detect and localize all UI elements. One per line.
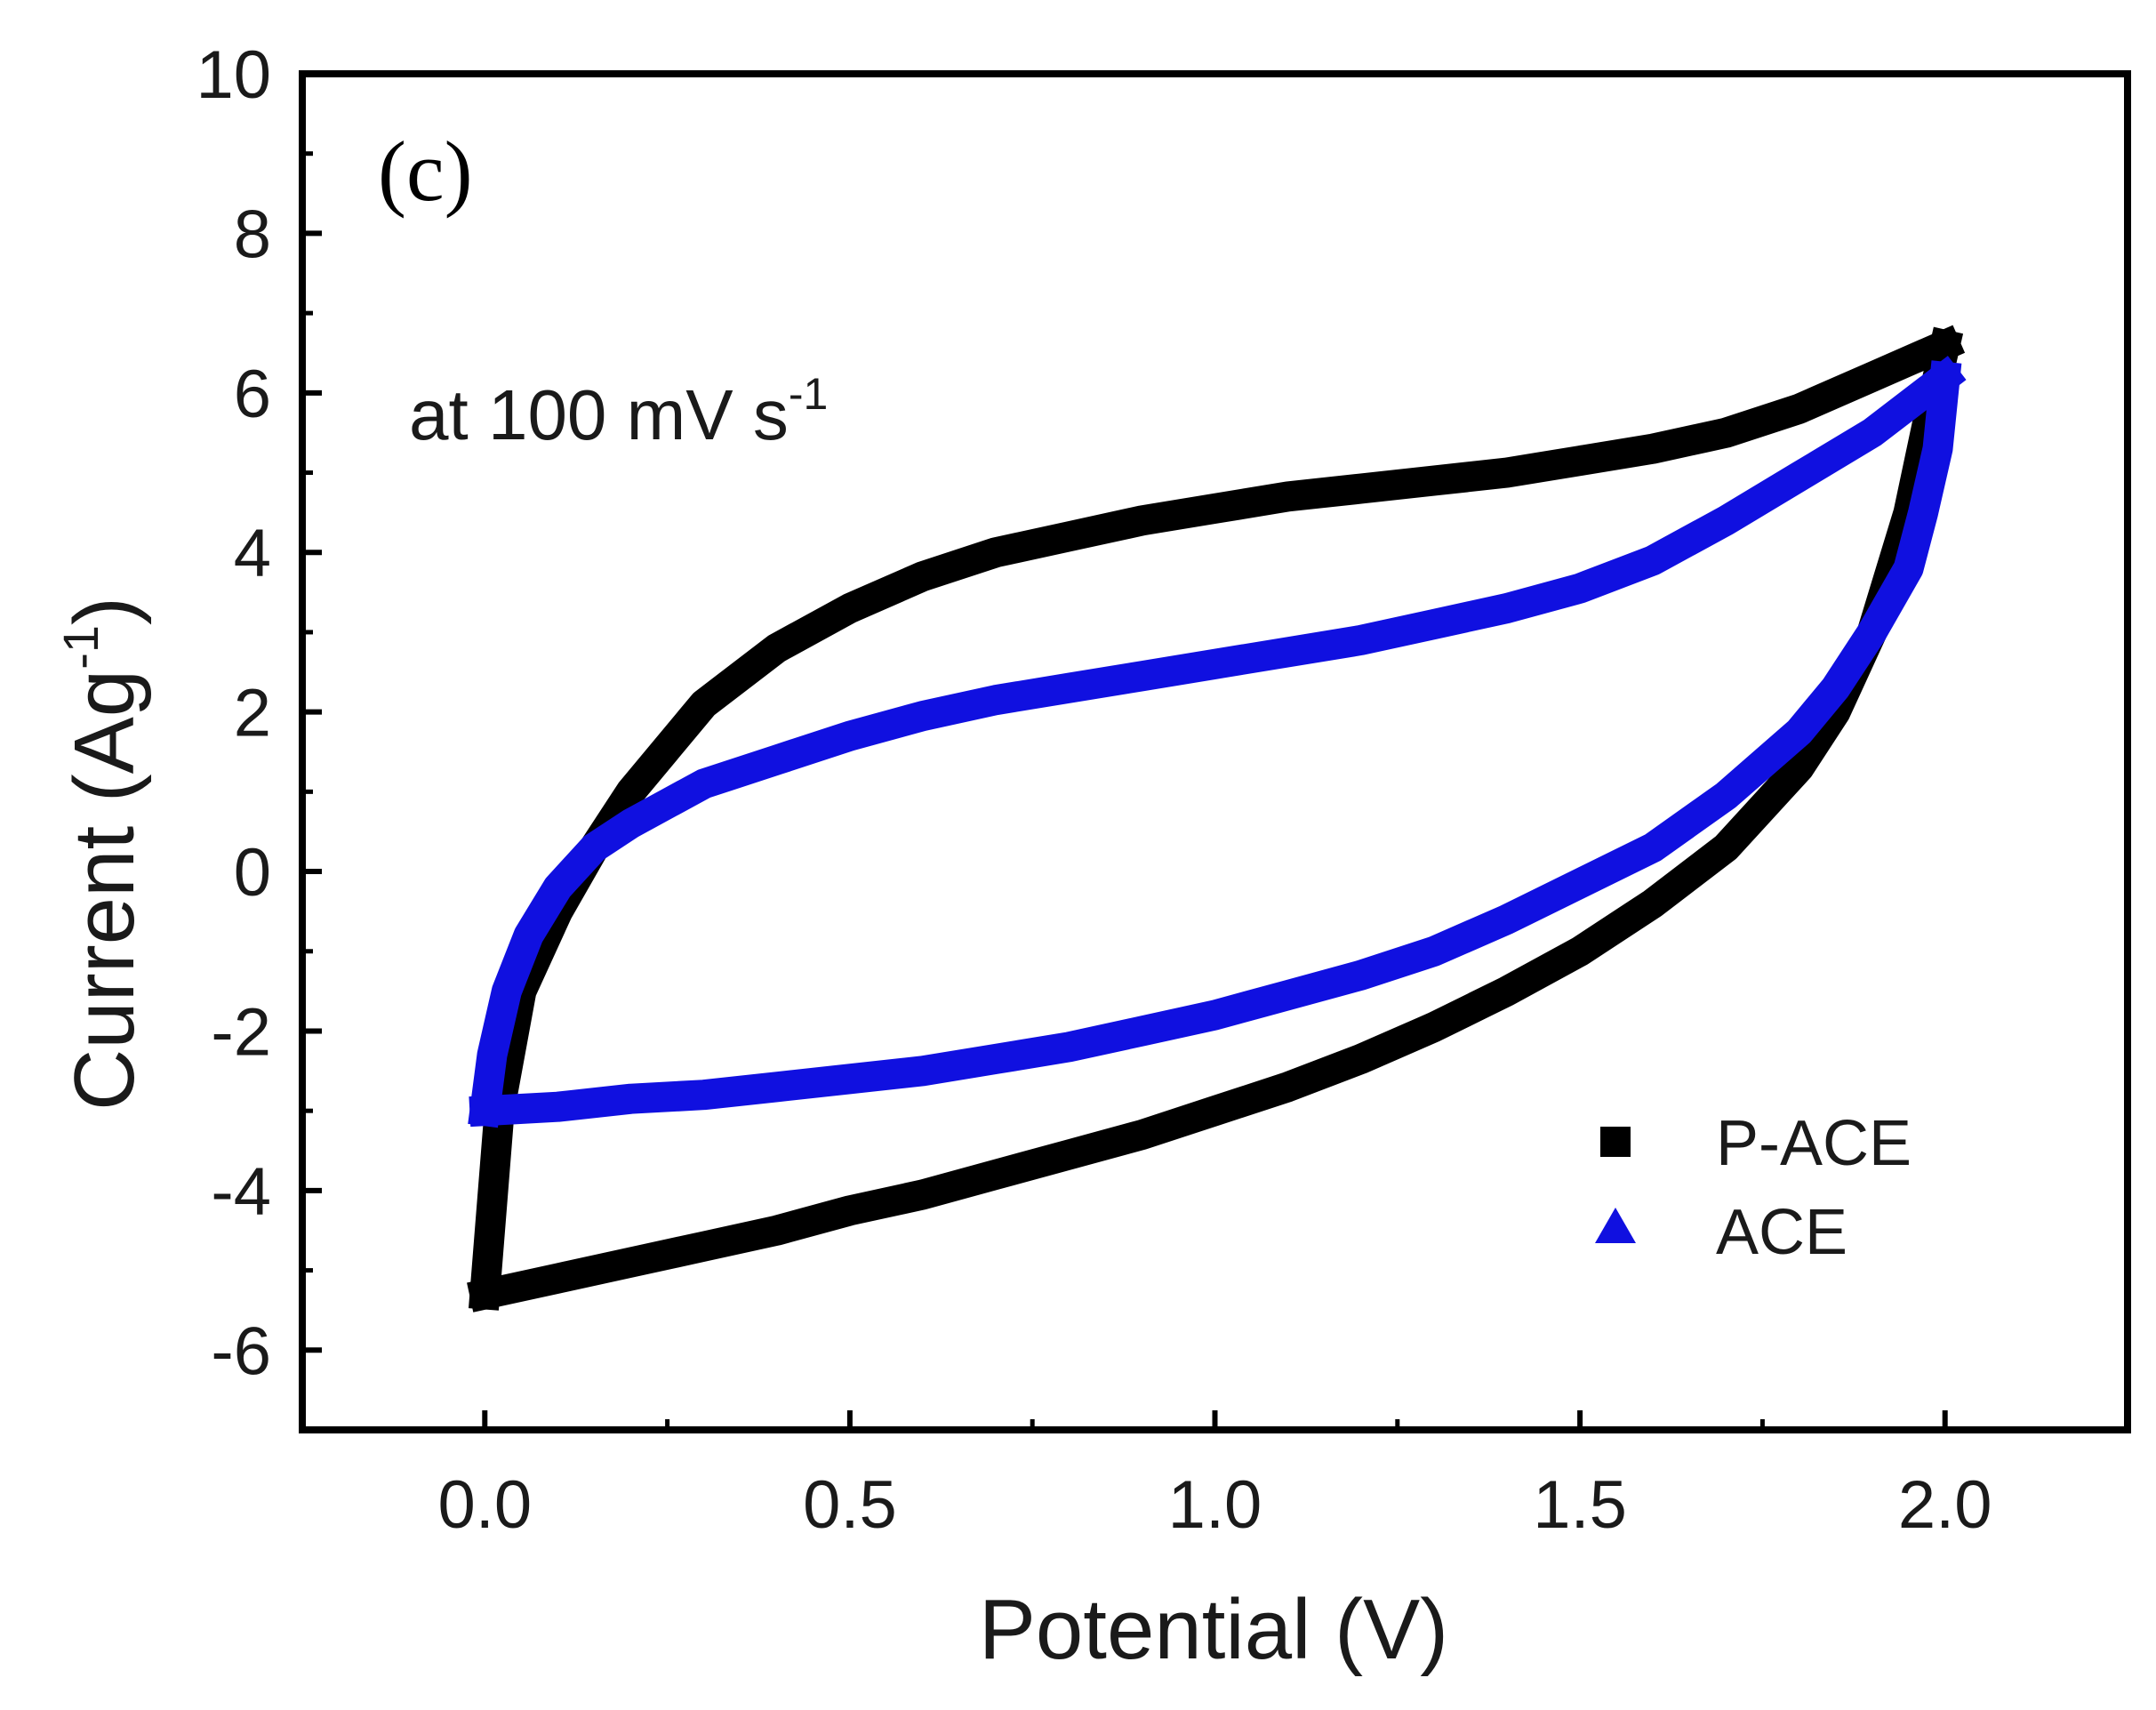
- legend-label-ace: ACE: [1716, 1197, 1847, 1268]
- y-axis-label-close: ): [57, 597, 152, 625]
- y-tick-label: 10: [196, 37, 271, 113]
- x-tick-label: 1.0: [1168, 1467, 1262, 1543]
- y-tick-label: 4: [234, 516, 271, 591]
- series-layer: [467, 325, 1967, 1313]
- x-tick-label: 0.0: [437, 1467, 532, 1543]
- y-tick-label: -4: [211, 1154, 271, 1230]
- x-tick-label: 1.5: [1533, 1467, 1627, 1543]
- y-axis-label-superscript: -1: [52, 625, 108, 670]
- y-tick-label: 6: [234, 357, 271, 432]
- x-tick-label: 2.0: [1898, 1467, 1992, 1543]
- x-axis-label: Potential (V): [979, 1582, 1448, 1677]
- y-tick-label: 2: [234, 676, 271, 751]
- y-tick-label: -6: [211, 1313, 271, 1389]
- legend-marker-ace: [1595, 1208, 1636, 1243]
- series-ace-forward-scan: [468, 356, 1967, 1128]
- legend-label-p-ace: P-ACE: [1716, 1108, 1912, 1179]
- y-tick-label: 8: [234, 197, 271, 272]
- panel-label: (c): [378, 124, 473, 219]
- legend-marker-p-ace: [1600, 1127, 1631, 1157]
- tick-layer: 0.0 0.5 1.0 1.5 2.0 -6 -4 -2 0 2 4 6 8 10: [196, 37, 1992, 1543]
- legend: P-ACE ACE: [1595, 1108, 1912, 1268]
- series-ace-reverse-scan: [469, 360, 1962, 1128]
- y-axis-label: Current (Ag-1): [52, 597, 152, 1111]
- annotation-text: at 100 mV s: [409, 375, 789, 454]
- y-axis-label-main: Current (Ag: [57, 670, 152, 1111]
- annotation-superscript: -1: [789, 369, 828, 419]
- x-tick-label: 0.5: [803, 1467, 897, 1543]
- y-tick-label: 0: [234, 835, 271, 911]
- plot-frame: [299, 70, 2131, 1433]
- annotation: at 100 mV s-1: [409, 369, 828, 454]
- y-tick-label: -2: [211, 994, 271, 1070]
